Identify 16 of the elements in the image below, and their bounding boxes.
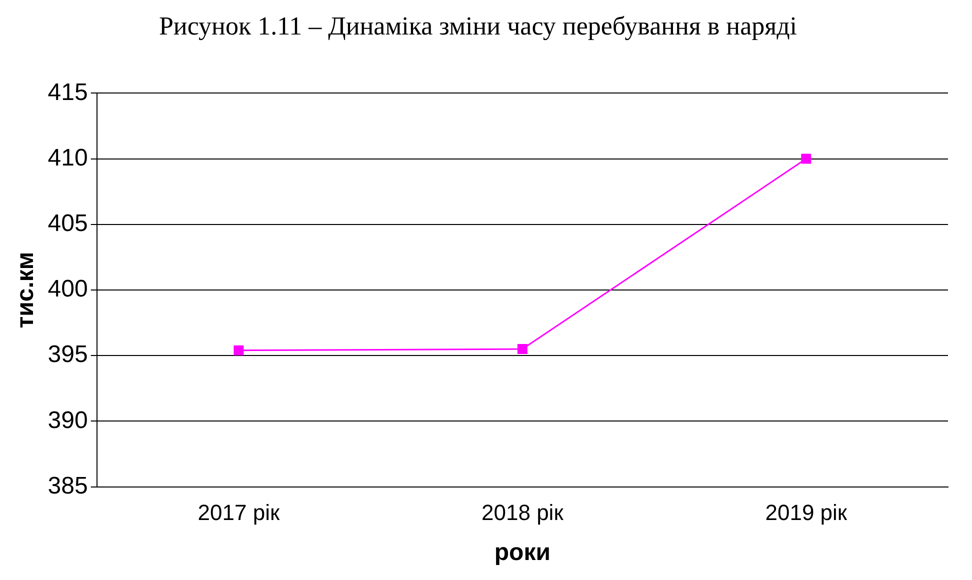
y-tick-label: 415 <box>48 78 88 106</box>
x-tick-label: 2017 рік <box>198 500 280 526</box>
point <box>801 154 812 164</box>
y-axis-title: тис.км <box>12 252 40 328</box>
y-tick-label: 405 <box>48 210 88 238</box>
y-tick-label: 385 <box>48 472 88 500</box>
y-tick-label: 395 <box>48 341 88 368</box>
point <box>234 345 244 356</box>
chart-title: Рисунок 1.11 – Динаміка зміни часу перебування в наряді <box>158 11 798 40</box>
y-tick-label: 390 <box>48 406 88 434</box>
x-axis-title: роки <box>494 539 550 566</box>
y-tick-label: 400 <box>48 276 88 303</box>
x-tick-label: 2018 рік <box>482 500 564 526</box>
point <box>517 344 528 354</box>
y-tick-label: 410 <box>48 144 88 172</box>
x-tick-label: 2019 рік <box>765 500 848 526</box>
